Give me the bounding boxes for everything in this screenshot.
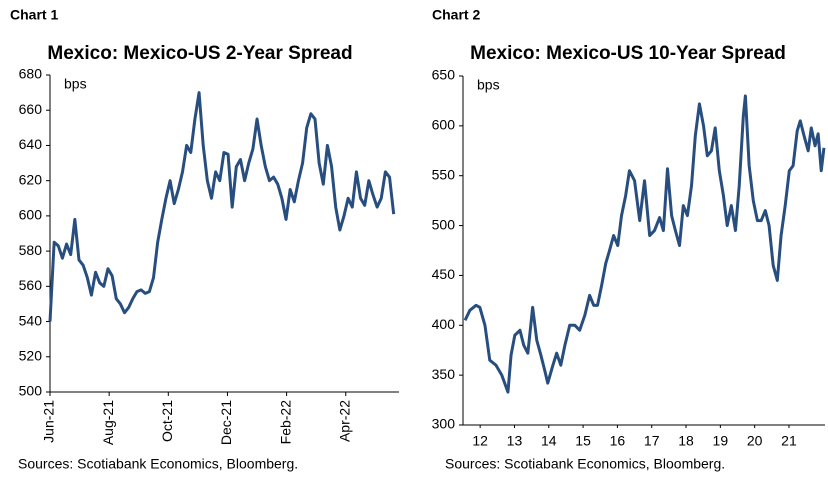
x-tick-label: Jun-21 <box>41 400 57 443</box>
x-tick-label: Apr-22 <box>336 400 352 442</box>
x-tick-label: Feb-22 <box>277 400 293 445</box>
x-tick-label: 21 <box>781 433 797 449</box>
x-tick-label: 12 <box>472 433 488 449</box>
y-tick-label: 550 <box>432 166 456 182</box>
chart-label: Chart 2 <box>432 7 480 23</box>
y-tick-label: 600 <box>432 117 456 133</box>
y-tick-label: 500 <box>19 383 43 399</box>
y-tick-label: 500 <box>432 216 456 232</box>
y-tick-label: 640 <box>19 136 43 152</box>
y-tick-label: 350 <box>432 366 456 382</box>
source-note: Sources: Scotiabank Economics, Bloomberg… <box>18 456 298 472</box>
data-line <box>463 94 826 394</box>
x-tick-label: 13 <box>507 433 523 449</box>
y-tick-label: 560 <box>19 277 43 293</box>
y-tick-label: 450 <box>432 266 456 282</box>
x-tick-label: 19 <box>713 433 729 449</box>
y-tick-label: 520 <box>19 347 43 363</box>
y-tick-label: 300 <box>432 416 456 432</box>
x-tick-label: 16 <box>610 433 626 449</box>
x-tick-label: Oct-21 <box>159 400 175 442</box>
y-tick-label: 580 <box>19 242 43 258</box>
y-tick-label: 660 <box>19 101 43 117</box>
unit-label: bps <box>477 77 500 93</box>
chart-title: Mexico: Mexico-US 10-Year Spread <box>470 43 786 64</box>
x-tick-label: 18 <box>678 433 694 449</box>
chart-label: Chart 1 <box>10 7 58 23</box>
y-tick-label: 650 <box>432 67 456 83</box>
y-tick-label: 540 <box>19 312 43 328</box>
x-tick-label: 20 <box>747 433 763 449</box>
chart-title: Mexico: Mexico-US 2-Year Spread <box>47 43 352 64</box>
x-tick-label: Aug-21 <box>100 400 116 445</box>
x-tick-label: 15 <box>575 433 591 449</box>
unit-label: bps <box>64 76 87 92</box>
y-tick-label: 400 <box>432 316 456 332</box>
y-tick-label: 680 <box>19 66 43 82</box>
y-tick-label: 620 <box>19 171 43 187</box>
x-tick-label: Dec-21 <box>218 400 234 445</box>
data-line <box>48 91 396 322</box>
y-tick-label: 600 <box>19 207 43 223</box>
x-tick-label: 17 <box>644 433 660 449</box>
source-note: Sources: Scotiabank Economics, Bloomberg… <box>445 456 725 472</box>
x-tick-label: 14 <box>541 433 557 449</box>
